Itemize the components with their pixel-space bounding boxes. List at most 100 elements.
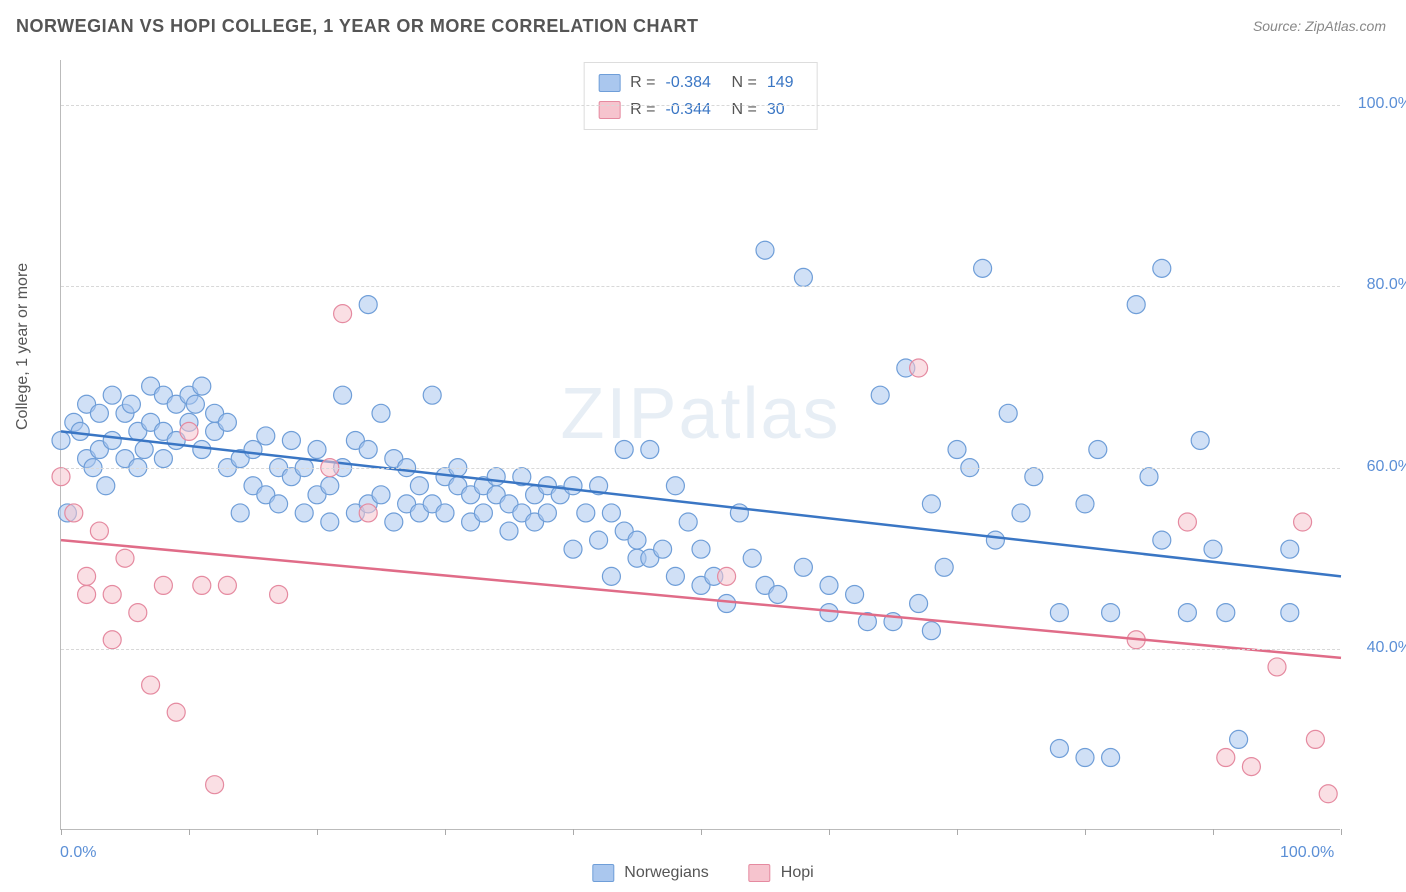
data-point	[193, 377, 211, 395]
data-point	[641, 441, 659, 459]
data-point	[666, 567, 684, 585]
x-tick	[957, 829, 958, 835]
gridline	[61, 105, 1340, 106]
data-point	[244, 441, 262, 459]
data-point	[1089, 441, 1107, 459]
chart-title: NORWEGIAN VS HOPI COLLEGE, 1 YEAR OR MOR…	[16, 16, 699, 37]
data-point	[1076, 749, 1094, 767]
x-tick	[61, 829, 62, 835]
data-point	[359, 504, 377, 522]
data-point	[935, 558, 953, 576]
data-point	[666, 477, 684, 495]
data-point	[1012, 504, 1030, 522]
data-point	[922, 495, 940, 513]
legend-label: Norwegians	[624, 864, 708, 882]
x-tick	[573, 829, 574, 835]
data-point	[257, 427, 275, 445]
data-point	[154, 450, 172, 468]
y-tick-label: 60.0%	[1367, 458, 1406, 476]
data-point	[186, 395, 204, 413]
data-point	[910, 595, 928, 613]
data-point	[122, 395, 140, 413]
data-point	[1153, 531, 1171, 549]
data-point	[372, 486, 390, 504]
legend-n-label: N =	[732, 69, 757, 96]
data-point	[1294, 513, 1312, 531]
data-point	[628, 531, 646, 549]
data-point	[154, 576, 172, 594]
data-point	[974, 259, 992, 277]
legend-r-value: -0.344	[666, 96, 722, 123]
data-point	[999, 404, 1017, 422]
data-point	[282, 431, 300, 449]
data-point	[820, 576, 838, 594]
data-point	[1281, 540, 1299, 558]
x-tick	[1341, 829, 1342, 835]
data-point	[922, 622, 940, 640]
data-point	[794, 558, 812, 576]
data-point	[103, 631, 121, 649]
data-point	[167, 703, 185, 721]
series-legend: NorwegiansHopi	[592, 864, 813, 882]
data-point	[602, 567, 620, 585]
data-point	[1319, 785, 1337, 803]
data-point	[52, 431, 70, 449]
data-point	[97, 477, 115, 495]
data-point	[129, 604, 147, 622]
y-tick-label: 100.0%	[1358, 95, 1406, 113]
data-point	[871, 386, 889, 404]
legend-r-value: -0.384	[666, 69, 722, 96]
data-point	[270, 495, 288, 513]
legend-swatch	[592, 864, 614, 882]
legend-n-value: 30	[767, 96, 803, 123]
legend-row: R =-0.344N =30	[598, 96, 803, 123]
data-point	[423, 386, 441, 404]
data-point	[590, 531, 608, 549]
data-point	[321, 513, 339, 531]
data-point	[846, 585, 864, 603]
data-point	[1217, 749, 1235, 767]
data-point	[385, 513, 403, 531]
data-point	[564, 477, 582, 495]
x-tick	[1213, 829, 1214, 835]
data-point	[1140, 468, 1158, 486]
gridline	[61, 286, 1340, 287]
data-point	[65, 504, 83, 522]
data-point	[948, 441, 966, 459]
data-point	[718, 595, 736, 613]
source-attribution: Source: ZipAtlas.com	[1253, 18, 1386, 34]
plot-svg	[61, 60, 1340, 829]
data-point	[1102, 749, 1120, 767]
data-point	[90, 522, 108, 540]
legend-r-label: R =	[630, 96, 655, 123]
data-point	[193, 441, 211, 459]
data-point	[135, 441, 153, 459]
legend-n-value: 149	[767, 69, 803, 96]
data-point	[90, 404, 108, 422]
data-point	[794, 268, 812, 286]
data-point	[116, 549, 134, 567]
data-point	[487, 468, 505, 486]
data-point	[679, 513, 697, 531]
data-point	[142, 676, 160, 694]
data-point	[103, 585, 121, 603]
y-tick-label: 40.0%	[1367, 639, 1406, 657]
gridline	[61, 649, 1340, 650]
gridline	[61, 468, 1340, 469]
data-point	[718, 567, 736, 585]
legend-item: Norwegians	[592, 864, 708, 882]
data-point	[1204, 540, 1222, 558]
data-point	[692, 540, 710, 558]
y-axis-label: College, 1 year or more	[14, 263, 32, 430]
legend-r-label: R =	[630, 69, 655, 96]
data-point	[295, 504, 313, 522]
data-point	[564, 540, 582, 558]
data-point	[334, 386, 352, 404]
data-point	[1230, 730, 1248, 748]
x-tick	[1085, 829, 1086, 835]
data-point	[359, 296, 377, 314]
data-point	[193, 576, 211, 594]
data-point	[103, 386, 121, 404]
data-point	[1178, 604, 1196, 622]
data-point	[654, 540, 672, 558]
